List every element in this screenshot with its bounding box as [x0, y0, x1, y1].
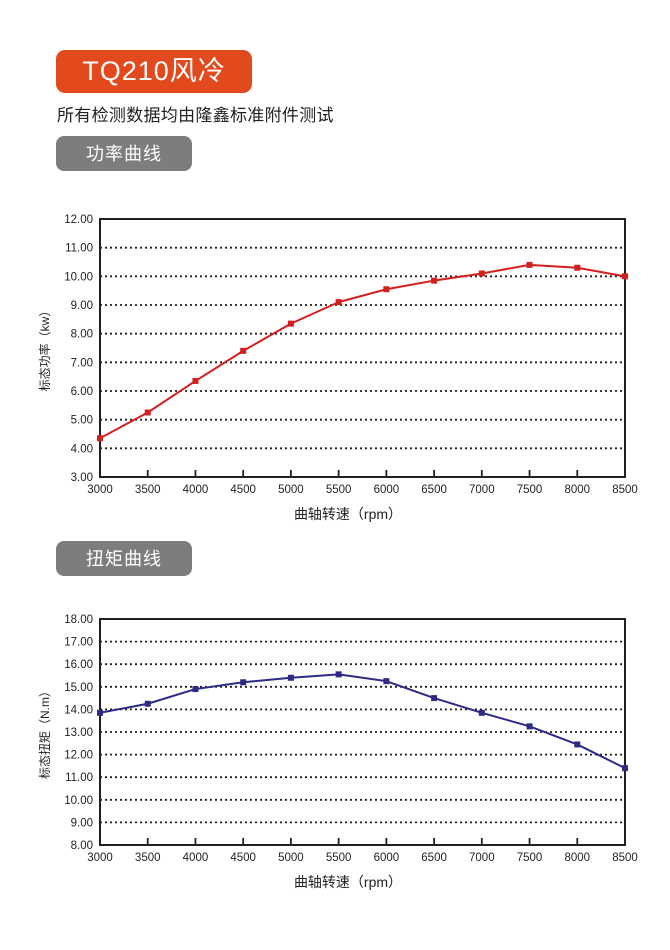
- data-point-marker: [144, 700, 151, 707]
- y-tick-label: 16.00: [64, 659, 93, 671]
- torque-curve-chart: 8.00 9.00 10.00 11.00 12.00 13.00 14.00 15.00 16…: [38, 614, 638, 890]
- x-tick-label: 4000: [183, 484, 209, 496]
- x-tick-label: 4500: [230, 852, 256, 864]
- y-tick-label: 4.00: [71, 443, 93, 455]
- data-point-marker: [383, 678, 390, 685]
- x-tick-label: 8500: [612, 484, 638, 496]
- data-point-marker: [287, 320, 294, 327]
- section-badge-power-label: 功率曲线: [86, 143, 162, 164]
- x-tick-label: 3000: [87, 484, 113, 496]
- y-tick-label: 11.00: [65, 772, 93, 784]
- series-line: [99, 263, 626, 440]
- y-tick-label: 10.00: [64, 795, 93, 807]
- x-tick-label: 3500: [135, 484, 161, 496]
- data-point-marker: [574, 264, 581, 271]
- x-tick-label: 3000: [87, 852, 113, 864]
- y-tick-label: 18.00: [64, 614, 93, 626]
- data-point-marker: [431, 695, 438, 702]
- plot-border: [99, 618, 626, 846]
- data-point-marker: [574, 741, 581, 748]
- x-tick-label: 4500: [230, 484, 256, 496]
- x-tick-label: 5500: [326, 484, 352, 496]
- model-badge-label: TQ210风冷: [82, 56, 226, 86]
- data-point-marker: [240, 347, 247, 354]
- y-tick-label: 11.00: [65, 243, 93, 255]
- x-axis-title: 曲轴转速（rpm）: [294, 874, 402, 890]
- y-tick-label: 14.00: [64, 704, 93, 716]
- x-tick-label: 7500: [517, 852, 543, 864]
- x-axis-title: 曲轴转速（rpm）: [294, 506, 402, 522]
- x-tick-label: 7500: [517, 484, 543, 496]
- y-tick-label: 6.00: [71, 386, 93, 398]
- plot-border: [99, 218, 626, 478]
- y-tick-label: 10.00: [64, 271, 93, 283]
- data-point-marker: [478, 709, 485, 716]
- data-point-marker: [97, 435, 103, 442]
- section-badge-torque-label: 扭矩曲线: [86, 548, 162, 569]
- data-point-marker: [192, 377, 199, 384]
- data-point-marker: [431, 277, 438, 284]
- x-tick-label: 5000: [278, 484, 304, 496]
- y-tick-label: 8.00: [71, 329, 93, 341]
- power-curve-chart: 3.00 4.00 5.00 6.00 7.00 8.00 9.00 10.00 11.00 12…: [37, 214, 638, 522]
- y-axis-title: 标态功率（kw）: [37, 305, 52, 392]
- data-point-marker: [97, 709, 103, 716]
- y-tick-label: 12.00: [64, 214, 93, 226]
- data-point-marker: [287, 674, 294, 681]
- model-badge: TQ210风冷: [56, 50, 252, 93]
- y-tick-label: 9.00: [71, 817, 93, 829]
- section-badge-torque: 扭矩曲线: [56, 541, 192, 576]
- x-tick-label: 6000: [374, 852, 400, 864]
- series-line: [99, 673, 626, 770]
- data-point-marker: [622, 273, 628, 280]
- x-tick-label: 4000: [183, 852, 209, 864]
- section-badge-power: 功率曲线: [56, 136, 192, 171]
- x-tick-label: 6000: [374, 484, 400, 496]
- y-tick-label: 17.00: [64, 637, 93, 649]
- y-axis-title: 标态扭矩（N.m）: [38, 685, 52, 779]
- y-tick-label: 5.00: [71, 415, 93, 427]
- data-point-marker: [335, 671, 342, 678]
- data-point-marker: [383, 286, 390, 293]
- y-tick-label: 7.00: [71, 357, 93, 369]
- data-point-marker: [478, 270, 485, 277]
- y-tick-label: 15.00: [64, 682, 93, 694]
- subtitle: 所有检测数据均由隆鑫标准附件测试: [57, 106, 334, 125]
- y-tick-label: 3.00: [71, 472, 93, 484]
- data-point-marker: [240, 679, 247, 686]
- x-tick-label: 8000: [564, 852, 590, 864]
- x-tick-label: 6500: [421, 484, 447, 496]
- data-point-marker: [335, 299, 342, 306]
- x-tick-label: 5500: [326, 852, 352, 864]
- data-point-marker: [144, 409, 151, 416]
- x-tick-label: 6500: [421, 852, 447, 864]
- x-tick-label: 7000: [469, 852, 495, 864]
- x-tick-label: 8000: [564, 484, 590, 496]
- y-tick-label: 8.00: [71, 840, 93, 852]
- y-tick-label: 9.00: [71, 300, 93, 312]
- y-tick-label: 13.00: [64, 727, 93, 739]
- x-tick-label: 5000: [278, 852, 304, 864]
- x-tick-label: 3500: [135, 852, 161, 864]
- data-point-marker: [622, 765, 628, 772]
- x-tick-label: 7000: [469, 484, 495, 496]
- data-point-marker: [192, 686, 199, 693]
- x-tick-label: 8500: [612, 852, 638, 864]
- data-point-marker: [526, 723, 533, 730]
- y-tick-label: 12.00: [64, 750, 93, 762]
- data-point-marker: [526, 261, 533, 268]
